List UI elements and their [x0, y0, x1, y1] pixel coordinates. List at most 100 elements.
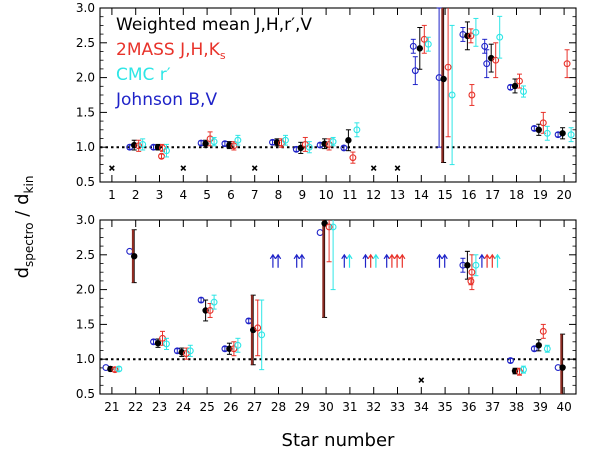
- cmc-point: [282, 136, 289, 144]
- johnson-point: [530, 345, 538, 353]
- weighted-mean-point: [297, 144, 304, 152]
- lower-limit-arrow: [298, 253, 306, 268]
- legend-2mass-sub: s: [220, 49, 226, 62]
- weighted-mean-point: [535, 126, 542, 133]
- cmc-point: [496, 33, 504, 41]
- weighted-mean-point: [559, 130, 566, 137]
- twomass-point: [420, 35, 428, 43]
- x-tick-label: 23: [152, 400, 167, 414]
- y-tick-label: 2.5: [76, 36, 95, 50]
- x-tick-label: 2: [132, 188, 140, 202]
- johnson-point: [316, 229, 324, 236]
- no-data-cross-marker: [109, 165, 115, 171]
- x-tick-label: 12: [366, 188, 381, 202]
- x-tick-label: 20: [556, 188, 571, 202]
- twomass-point: [467, 277, 475, 285]
- x-tick-label: 3: [156, 188, 164, 202]
- y-tick-label: 2.5: [76, 248, 95, 262]
- lower-limit-arrow: [393, 253, 401, 268]
- x-tick-label: 16: [461, 188, 476, 202]
- x-tick-label: 30: [318, 400, 333, 414]
- x-tick-label: 26: [223, 400, 238, 414]
- legend-cmc: CMC r′: [116, 65, 171, 85]
- johnson-point: [126, 247, 134, 255]
- y-tick-label: 3.0: [76, 1, 95, 15]
- x-tick-label: 14: [414, 188, 429, 202]
- x-tick-label: 9: [298, 188, 306, 202]
- twomass-point: [563, 60, 571, 68]
- x-tick-label: 17: [485, 188, 500, 202]
- lower-panel: 0.5 1.0 1.5 2.0 2.5 3.0 21 22 23 24 25 26 27 28 29 30 31…: [76, 213, 577, 414]
- cmc-point: [186, 347, 194, 355]
- y-axis-num-main: d: [12, 267, 33, 278]
- x-tick-label: 33: [390, 400, 405, 414]
- x-axis-title: Star number: [282, 430, 395, 451]
- x-tick-label: 24: [176, 400, 191, 414]
- cmc-point: [163, 340, 170, 348]
- cmc-point: [567, 131, 575, 139]
- lower-limit-arrow: [372, 253, 380, 268]
- x-tick-label: 5: [203, 188, 211, 202]
- x-tick-label: 31: [342, 400, 357, 414]
- weighted-mean-point: [464, 262, 471, 269]
- y-tick-label: 2.0: [76, 283, 95, 297]
- weighted-mean-point: [535, 342, 542, 349]
- x-tick-label: 13: [390, 188, 405, 202]
- cmc-point: [234, 341, 242, 349]
- johnson-point: [411, 67, 419, 75]
- x-tick-label: 18: [509, 188, 524, 202]
- cmc-point: [210, 298, 218, 306]
- lower-limit-arrow: [436, 253, 443, 268]
- upper-panel: 0.51.01.52.02.53.01 2 3 4 5 6 7 8 9 10 11 12 13 14 15 1…: [76, 1, 577, 202]
- lower-limit-arrow: [478, 253, 486, 268]
- no-data-cross-marker: [394, 165, 401, 171]
- twomass-point: [468, 91, 476, 99]
- x-tick-label: 28: [271, 400, 286, 414]
- lower-limit-arrow: [494, 253, 501, 268]
- y-tick-label: 1.0: [76, 140, 95, 154]
- cmc-point: [520, 366, 527, 374]
- no-data-cross-marker: [370, 165, 377, 171]
- lower-limit-arrow: [388, 253, 396, 268]
- cmc-point: [329, 138, 337, 146]
- weighted-mean-point: [559, 364, 566, 371]
- twomass-point: [468, 268, 476, 276]
- x-tick-label: 11: [342, 188, 357, 202]
- weighted-mean-point: [511, 82, 519, 90]
- x-tick-label: 25: [199, 400, 214, 414]
- weighted-mean-point: [440, 75, 447, 83]
- twomass-point: [444, 63, 452, 71]
- x-tick-label: 15: [437, 188, 452, 202]
- twomass-point: [230, 142, 238, 150]
- y-axis-sep: /: [12, 205, 33, 223]
- cmc-point: [472, 261, 480, 269]
- twomass-point: [135, 142, 143, 150]
- y-axis-den-sub: kin: [22, 176, 36, 194]
- x-tick-label: 29: [295, 400, 310, 414]
- cmc-point: [115, 365, 123, 373]
- x-tick-label: 40: [556, 400, 571, 414]
- lower-limit-arrow: [441, 253, 448, 268]
- cmc-point: [448, 91, 456, 99]
- y-tick-label: 0.5: [76, 387, 95, 401]
- x-tick-label: 32: [366, 400, 381, 414]
- x-tick-label: 19: [533, 188, 548, 202]
- no-data-cross-marker: [180, 165, 187, 171]
- cmc-point: [234, 136, 242, 144]
- twomass-point: [230, 345, 238, 353]
- x-tick-label: 35: [437, 400, 452, 414]
- x-tick-label: 6: [227, 188, 235, 202]
- y-tick-label: 1.5: [76, 105, 95, 119]
- cmc-point: [163, 147, 170, 155]
- x-tick-label: 4: [179, 188, 187, 202]
- johnson-point: [340, 144, 348, 152]
- johnson-point: [483, 60, 491, 68]
- weighted-mean-point: [202, 140, 209, 147]
- cmc-point: [543, 345, 551, 353]
- lower-limit-arrow: [367, 253, 374, 268]
- twomass-point: [254, 324, 262, 332]
- y-axis-den-main: d: [12, 193, 33, 204]
- cmc-point: [305, 143, 313, 151]
- cmc-point: [543, 129, 551, 137]
